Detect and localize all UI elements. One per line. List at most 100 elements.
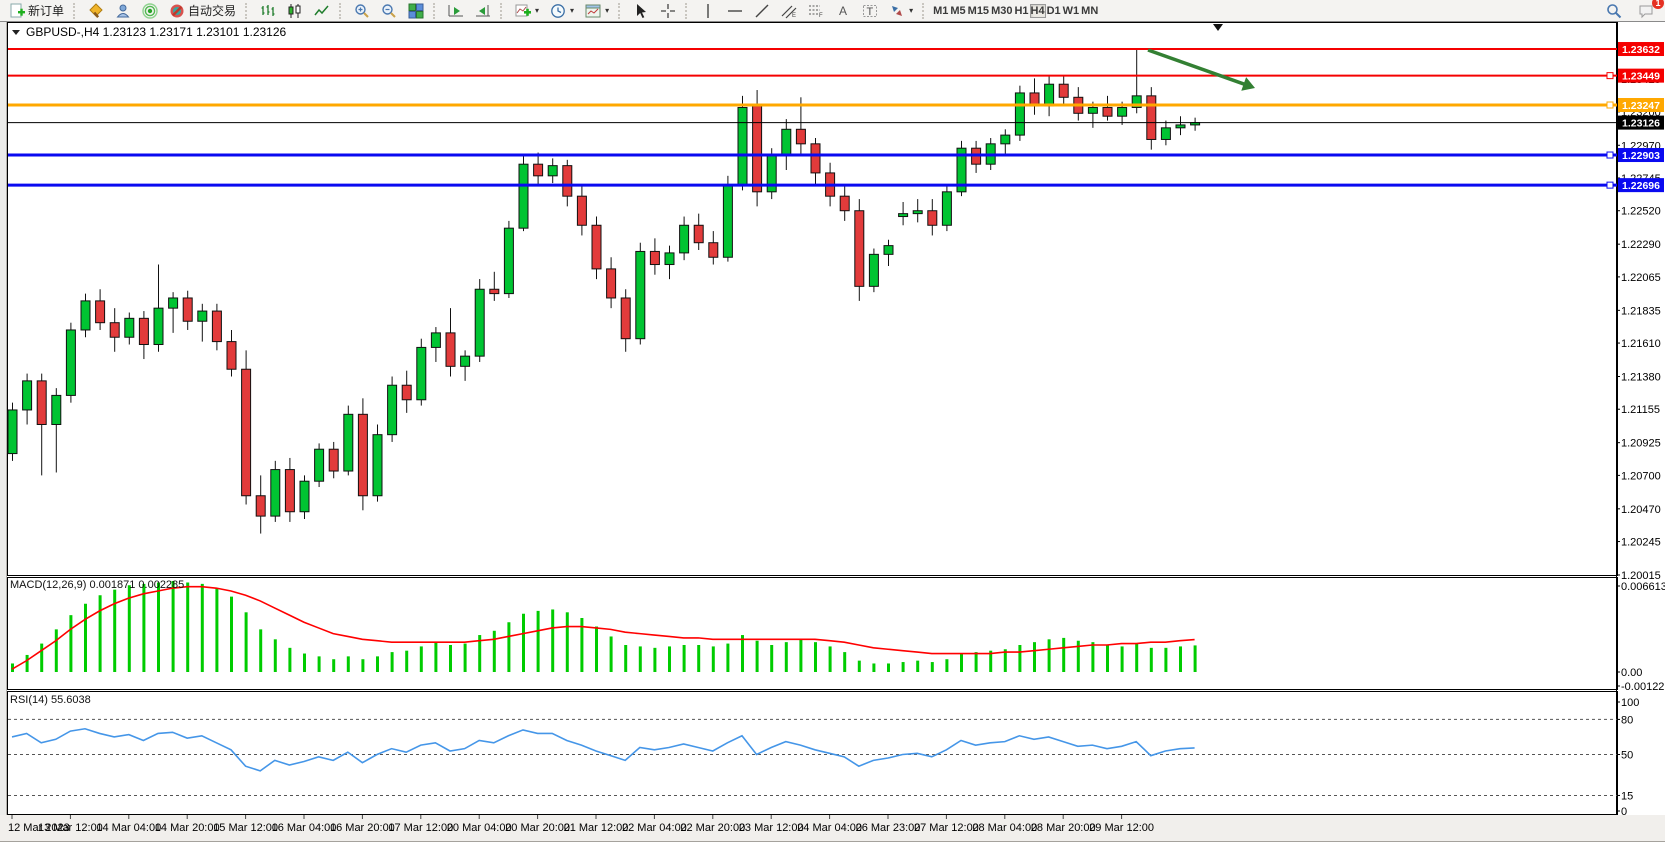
svg-text:0.00: 0.00 [1621, 667, 1642, 679]
arrow-head [1241, 77, 1255, 91]
candle-36 [533, 163, 544, 177]
text-label-icon: T [863, 4, 878, 18]
periods-dropdown-caret[interactable]: ▾ [570, 6, 575, 15]
timeframe-group: M1 M5 M15 M30 H1 H4 D1 W1 MN [932, 2, 1099, 20]
price-tag [1618, 98, 1664, 113]
timeframe-MN[interactable]: MN [1081, 4, 1099, 17]
zoom-out-button[interactable] [376, 0, 402, 22]
candle-24 [357, 413, 368, 497]
svg-text:1.22065: 1.22065 [1621, 272, 1661, 284]
candle-12 [182, 297, 193, 322]
candle-5 [80, 300, 91, 331]
candle-17 [255, 495, 266, 517]
timeframe-M15[interactable]: M15 [967, 4, 990, 17]
svg-text:1.20925: 1.20925 [1621, 438, 1661, 450]
support-line-1[interactable]: 1.22903 [8, 148, 1664, 163]
timeframe-D1[interactable]: D1 [1046, 4, 1061, 17]
signals-button[interactable] [137, 0, 163, 22]
timeframe-W1[interactable]: W1 [1062, 4, 1080, 17]
candle-79 [1160, 127, 1171, 140]
templates-dropdown-caret[interactable]: ▾ [605, 6, 610, 15]
bar-chart-button[interactable] [255, 0, 281, 22]
shapes-tool-button[interactable]: ▾ [884, 0, 918, 22]
zoom-in-button[interactable] [349, 0, 375, 22]
macd-signal-line [11, 585, 1195, 670]
candle-32 [474, 288, 485, 357]
metaeditor-button[interactable] [83, 0, 109, 22]
candle-37 [547, 165, 558, 177]
candle-11 [168, 297, 179, 309]
fibonacci-tool-button[interactable]: F [803, 0, 829, 22]
terminal-button[interactable] [110, 0, 136, 22]
macd-label: MACD(12,26,9) 0.001871 0.002285 [10, 579, 184, 591]
support-line-2[interactable]: 1.22696 [8, 178, 1664, 193]
candle-48 [708, 242, 719, 258]
timeframe-H1[interactable]: H1 [1014, 4, 1029, 17]
candle-1 [22, 380, 33, 411]
candle-64 [941, 191, 952, 226]
candle-16 [241, 368, 252, 497]
crosshair-icon [661, 3, 676, 18]
label-tool-button[interactable]: T [857, 0, 883, 22]
horizontal-line-tool-button[interactable] [722, 0, 748, 22]
price-tag [1618, 148, 1664, 163]
periods-button[interactable]: ▾ [545, 0, 579, 22]
timeframe-H4[interactable]: H4 [1029, 3, 1046, 18]
notification-badge: 1 [1652, 0, 1664, 9]
crosshair-tool-button[interactable] [655, 0, 681, 22]
timeframe-M5[interactable]: M5 [950, 4, 966, 17]
candle-23 [343, 413, 354, 472]
candle-80 [1175, 124, 1186, 129]
auto-trading-button[interactable]: 自动交易 [164, 0, 241, 22]
auto-scroll-button[interactable] [443, 0, 469, 22]
candlestick-chart-button[interactable] [282, 0, 308, 22]
trendline-tool-button[interactable] [749, 0, 775, 22]
notifications-button[interactable]: 1 [1633, 0, 1664, 22]
candle-21 [314, 448, 325, 482]
rsi-line [11, 727, 1195, 772]
resistance-line-1[interactable]: 1.23632 [8, 42, 1664, 57]
timeframe-M30[interactable]: M30 [991, 4, 1013, 17]
channel-tool-button[interactable]: E [776, 0, 802, 22]
candle-75 [1102, 106, 1113, 117]
shapes-dropdown-caret[interactable]: ▾ [909, 6, 914, 15]
candle-29 [430, 332, 441, 348]
search-button[interactable] [1601, 0, 1627, 22]
candle-63 [927, 210, 938, 226]
svg-text:22 Mar 20:00: 22 Mar 20:00 [680, 822, 745, 834]
svg-text:1.21380: 1.21380 [1621, 372, 1661, 384]
pivot-line[interactable]: 1.23247 [8, 98, 1664, 113]
svg-text:0: 0 [1621, 806, 1627, 818]
new-order-button[interactable]: 新订单 [4, 0, 69, 22]
candle-30 [445, 332, 456, 367]
trend-arrow-annotation[interactable] [1147, 48, 1255, 91]
fibonacci-icon: F [809, 4, 823, 19]
bid-price-line[interactable]: 1.23126 [8, 115, 1664, 130]
tile-windows-button[interactable] [403, 0, 429, 22]
timeframe-M1[interactable]: M1 [933, 4, 949, 17]
candle-19 [284, 469, 295, 513]
candle-25 [372, 434, 383, 497]
cursor-tool-button[interactable] [628, 0, 654, 22]
candle-54 [795, 128, 806, 145]
text-tool-button[interactable]: A [830, 0, 856, 22]
vertical-line-tool-button[interactable] [695, 0, 721, 22]
symbol-dropdown-icon[interactable] [12, 30, 20, 35]
indicators-button[interactable]: ▾ [510, 0, 544, 22]
candle-78 [1146, 95, 1157, 140]
svg-text:17 Mar 12:00: 17 Mar 12:00 [388, 822, 453, 834]
candle-0 [7, 409, 18, 455]
indicators-dropdown-caret[interactable]: ▾ [535, 6, 540, 15]
svg-text:20 Mar 20:00: 20 Mar 20:00 [505, 822, 570, 834]
vertical-line-icon [707, 3, 709, 18]
ohlc-bars-icon [261, 4, 275, 16]
candle-71 [1044, 83, 1055, 107]
chart-shift-button[interactable] [470, 0, 496, 22]
svg-text:1.23247: 1.23247 [1622, 100, 1660, 112]
line-chart-button[interactable] [309, 0, 335, 22]
resistance-line-2[interactable]: 1.23449 [8, 68, 1664, 83]
svg-text:14 Mar 20:00: 14 Mar 20:00 [155, 822, 220, 834]
templates-button[interactable]: ▾ [580, 0, 614, 22]
svg-text:20 Mar 04:00: 20 Mar 04:00 [447, 822, 512, 834]
